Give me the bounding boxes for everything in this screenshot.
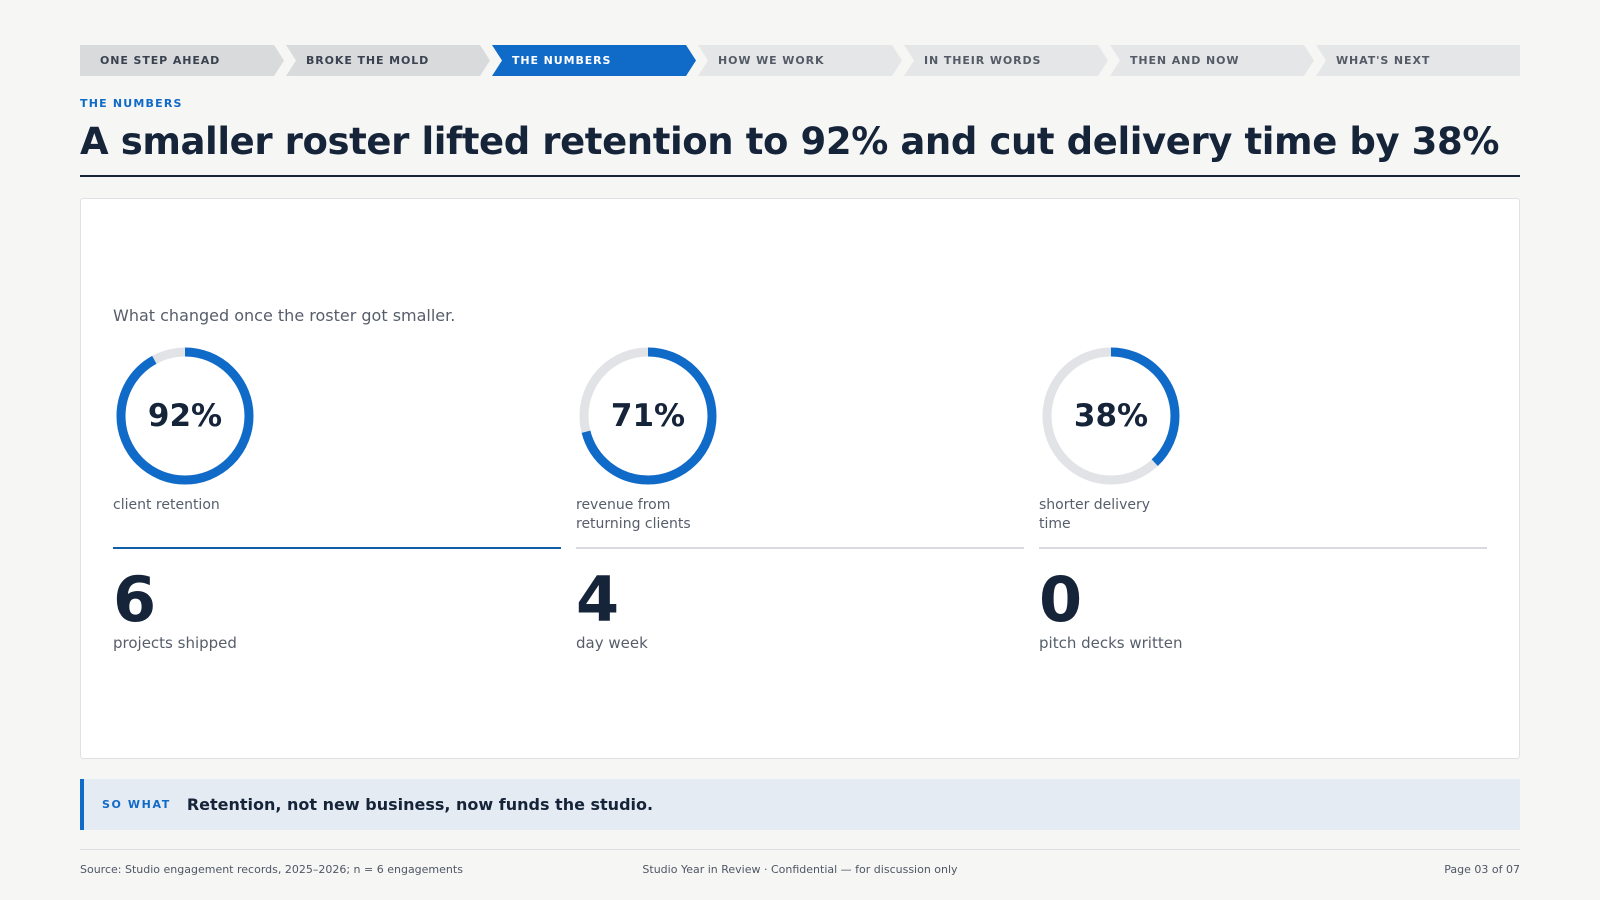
metric-label: client retention (113, 497, 220, 513)
step-label: HOW WE WORK (718, 54, 825, 67)
step-the-numbers[interactable]: THE NUMBERS (492, 45, 696, 76)
page-number: Page 03 of 07 (1444, 863, 1520, 876)
stat-number: 4 (576, 563, 620, 636)
donut-value: 92% (147, 398, 223, 434)
column-divider (576, 547, 1024, 549)
metrics-card: What changed once the roster got smaller… (80, 198, 1520, 759)
stat-label: day week (576, 634, 648, 652)
step-label: THEN AND NOW (1130, 54, 1240, 67)
donut-svg (579, 347, 717, 485)
donut-value: 38% (1073, 398, 1149, 434)
donut-progress (1042, 347, 1180, 485)
metric-label: shorter delivery time (1039, 497, 1151, 532)
card-intro: What changed once the roster got smaller… (113, 306, 456, 325)
step-one-step-ahead[interactable]: ONE STEP AHEAD (80, 45, 284, 76)
footer-confidential: Studio Year in Review · Confidential — f… (642, 863, 958, 876)
donut-chart: 92% (113, 344, 257, 488)
donut-progress (579, 347, 717, 485)
section-eyebrow: THE NUMBERS (80, 97, 183, 110)
donut-svg (1042, 347, 1180, 485)
step-label: THE NUMBERS (512, 54, 612, 67)
stat-label: pitch decks written (1039, 634, 1183, 652)
section-stepper: ONE STEP AHEAD BROKE THE MOLD THE NUMBER… (80, 45, 1520, 76)
donut-chart: 71% (576, 344, 720, 488)
step-label: ONE STEP AHEAD (100, 54, 221, 67)
so-what-text: Retention, not new business, now funds t… (186, 795, 654, 814)
donut-value: 71% (610, 398, 686, 434)
step-in-their-words[interactable]: IN THEIR WORDS (904, 45, 1108, 76)
step-label: BROKE THE MOLD (306, 54, 430, 67)
footer-source: Source: Studio engagement records, 2025–… (80, 863, 463, 876)
so-what-tag: SO WHAT (102, 798, 171, 811)
column-divider (1039, 547, 1487, 549)
page-title: A smaller roster lifted retention to 92%… (80, 120, 1500, 163)
title-divider (80, 175, 1520, 177)
so-what-callout: SO WHAT Retention, not new business, now… (80, 779, 1520, 830)
column-divider (113, 547, 561, 549)
step-whats-next[interactable]: WHAT'S NEXT (1316, 45, 1520, 76)
donut-svg (116, 347, 254, 485)
step-label: IN THEIR WORDS (924, 54, 1042, 67)
step-label: WHAT'S NEXT (1336, 54, 1431, 67)
donut-chart: 38% (1039, 344, 1183, 488)
step-broke-the-mold[interactable]: BROKE THE MOLD (286, 45, 490, 76)
donut-progress (116, 347, 254, 485)
step-how-we-work[interactable]: HOW WE WORK (698, 45, 902, 76)
stat-label: projects shipped (113, 634, 237, 652)
footer-divider (80, 849, 1520, 850)
metric-label: revenue from returning clients (576, 497, 691, 532)
stat-number: 6 (113, 563, 157, 636)
stat-number: 0 (1039, 563, 1083, 636)
step-then-and-now[interactable]: THEN AND NOW (1110, 45, 1314, 76)
